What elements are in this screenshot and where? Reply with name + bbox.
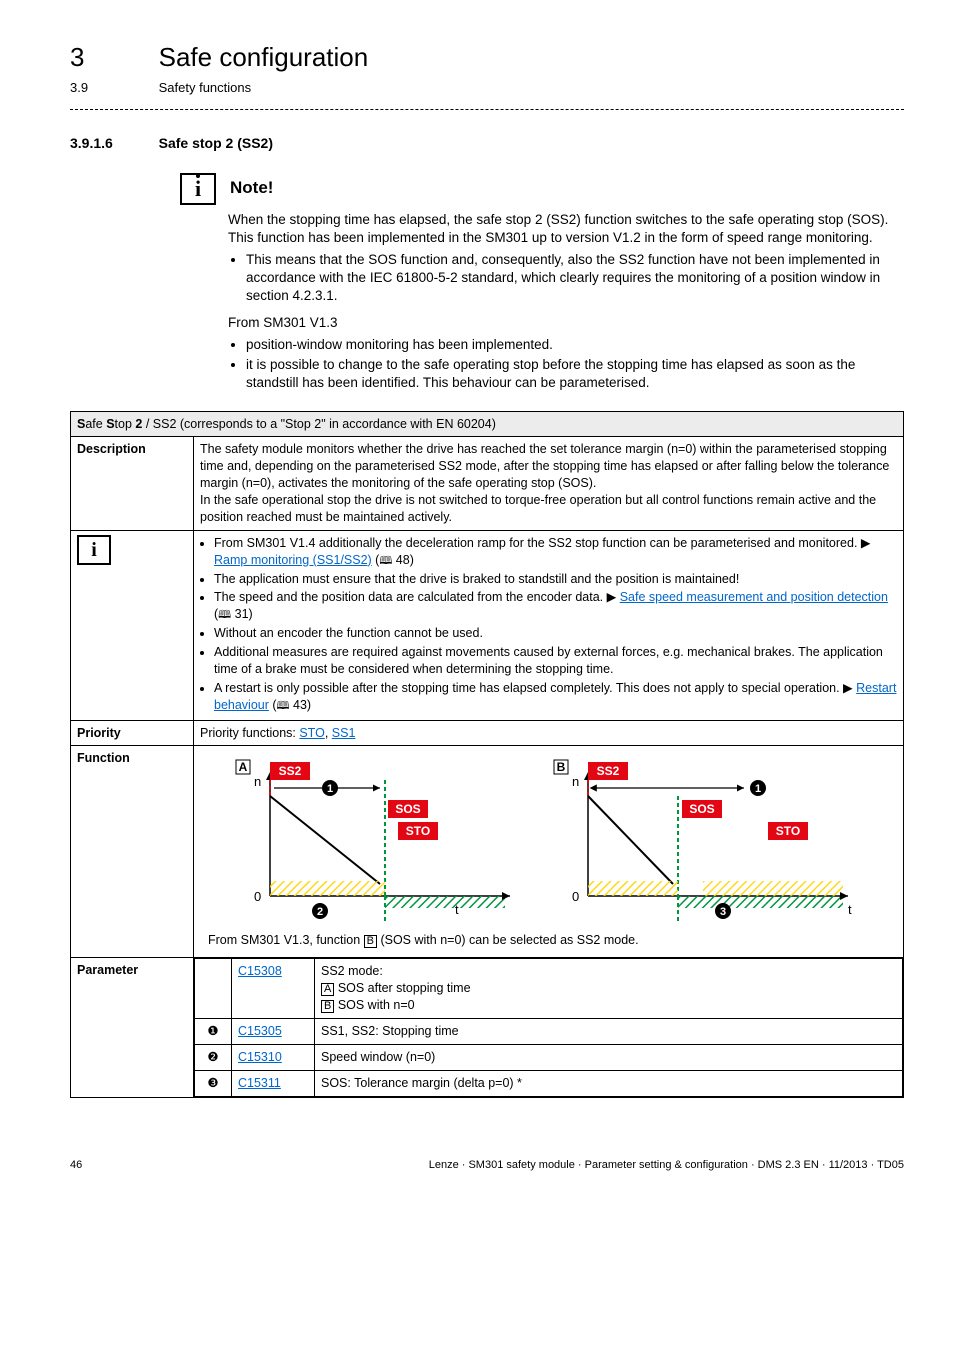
chapter-title: Safe configuration <box>159 42 369 72</box>
param-text: Speed window (n=0) <box>315 1044 903 1070</box>
link-c15305[interactable]: C15305 <box>238 1024 282 1038</box>
svg-text:SOS: SOS <box>689 802 714 816</box>
section-number: 3.9.1.6 <box>70 134 155 153</box>
link-sto[interactable]: STO <box>299 726 324 740</box>
table-row: Function <box>71 746 904 958</box>
diagram-caption: From SM301 V1.3, function B (SOS with n=… <box>208 932 893 949</box>
svg-text:SS2: SS2 <box>596 764 619 778</box>
note-block: i Note! When the stopping time has elaps… <box>180 173 904 393</box>
function-diagrams: A n 0 SS2 <box>204 756 893 926</box>
footer-info: Lenze · SM301 safety module · Parameter … <box>429 1158 904 1173</box>
sub-title: Safety functions <box>159 80 252 95</box>
info-bullet: A restart is only possible after the sto… <box>214 680 897 714</box>
note-bullet: position-window monitoring has been impl… <box>246 336 904 354</box>
svg-text:1: 1 <box>326 783 332 795</box>
svg-text:n: n <box>572 774 579 789</box>
param-text: SS1, SS2: Stopping time <box>315 1018 903 1044</box>
svg-text:3: 3 <box>719 906 725 918</box>
row-label: Description <box>71 437 194 530</box>
svg-text:0: 0 <box>254 889 261 904</box>
info-icon: i <box>180 173 216 205</box>
info-bullet: From SM301 V1.4 additionally the deceler… <box>214 535 897 569</box>
svg-text:SS2: SS2 <box>278 764 301 778</box>
prio-cell: Priority functions: STO, SS1 <box>194 720 904 746</box>
diagram-b: B n 0 SS2 1 <box>548 756 868 926</box>
param-subtable: C15308 SS2 mode: A SOS after stopping ti… <box>194 958 903 1096</box>
param-num: ❷ <box>195 1044 232 1070</box>
diagram-a: A n 0 SS2 <box>230 756 530 926</box>
page-number: 46 <box>70 1158 82 1173</box>
svg-text:2: 2 <box>316 906 322 918</box>
link-c15311[interactable]: C15311 <box>238 1076 281 1090</box>
func-cell: A n 0 SS2 <box>194 746 904 958</box>
chapter-header: 3 Safe configuration <box>70 40 904 75</box>
param-row: C15308 SS2 mode: A SOS after stopping ti… <box>195 959 903 1019</box>
svg-text:SOS: SOS <box>395 802 420 816</box>
book-icon: 🕮 <box>379 555 392 567</box>
param-row: ❸ C15311 SOS: Tolerance margin (delta p=… <box>195 1070 903 1096</box>
note-bullet: it is possible to change to the safe ope… <box>246 356 904 392</box>
note-head: i Note! <box>180 173 904 205</box>
link-ramp-monitoring[interactable]: Ramp monitoring (SS1/SS2) <box>214 553 372 567</box>
link-safe-speed[interactable]: Safe speed measurement and position dete… <box>620 590 888 604</box>
spec-table: Safe Stop 2 / SS2 (corresponds to a "Sto… <box>70 411 904 1098</box>
desc-cell: The safety module monitors whether the d… <box>194 437 904 530</box>
link-c15310[interactable]: C15310 <box>238 1050 282 1064</box>
info-bullet: The speed and the position data are calc… <box>214 589 897 623</box>
chapter-number: 3 <box>70 40 155 75</box>
table-header: Safe Stop 2 / SS2 (corresponds to a "Sto… <box>71 411 904 437</box>
info-bullet: Additional measures are required against… <box>214 644 897 678</box>
book-icon: 🕮 <box>218 609 231 621</box>
note-para: When the stopping time has elapsed, the … <box>228 211 904 247</box>
row-label: Priority <box>71 720 194 746</box>
info-icon: i <box>77 535 111 565</box>
svg-text:n: n <box>254 774 261 789</box>
note-bullet: This means that the SOS function and, co… <box>246 251 904 306</box>
table-row: i From SM301 V1.4 additionally the decel… <box>71 530 904 720</box>
svg-text:STO: STO <box>405 824 429 838</box>
table-row: Priority Priority functions: STO, SS1 <box>71 720 904 746</box>
svg-text:t: t <box>455 902 459 917</box>
param-num: ❶ <box>195 1018 232 1044</box>
svg-text:B: B <box>556 760 565 774</box>
sub-header: 3.9 Safety functions <box>70 79 904 97</box>
book-icon: 🕮 <box>277 700 290 712</box>
separator <box>70 109 904 110</box>
note-title: Note! <box>230 177 273 200</box>
svg-text:1: 1 <box>754 783 760 795</box>
note-body: When the stopping time has elapsed, the … <box>228 211 904 393</box>
svg-text:STO: STO <box>775 824 799 838</box>
param-code-cell: C15308 <box>232 959 315 1019</box>
info-icon-cell: i <box>71 530 194 720</box>
param-text: SOS: Tolerance margin (delta p=0) * <box>315 1070 903 1096</box>
section-title: Safe stop 2 (SS2) <box>159 135 273 151</box>
section-heading: 3.9.1.6 Safe stop 2 (SS2) <box>70 134 904 153</box>
param-row: ❶ C15305 SS1, SS2: Stopping time <box>195 1018 903 1044</box>
svg-text:A: A <box>238 760 247 774</box>
info-bullet: Without an encoder the function cannot b… <box>214 625 897 642</box>
link-ss1[interactable]: SS1 <box>332 726 356 740</box>
note-line: From SM301 V1.3 <box>228 314 904 332</box>
link-c15308[interactable]: C15308 <box>238 964 282 978</box>
boxed-letter-b: B <box>321 1000 334 1013</box>
svg-text:0: 0 <box>572 889 579 904</box>
row-label: Parameter <box>71 958 194 1097</box>
table-row: Description The safety module monitors w… <box>71 437 904 530</box>
sub-number: 3.9 <box>70 79 155 97</box>
param-row: ❷ C15310 Speed window (n=0) <box>195 1044 903 1070</box>
svg-text:t: t <box>848 902 852 917</box>
boxed-letter-b: B <box>364 935 377 948</box>
param-num <box>195 959 232 1019</box>
boxed-letter-a: A <box>321 983 334 996</box>
page-footer: 46 Lenze · SM301 safety module · Paramet… <box>70 1158 904 1173</box>
info-cell: From SM301 V1.4 additionally the deceler… <box>194 530 904 720</box>
info-bullet: The application must ensure that the dri… <box>214 571 897 588</box>
param-text: SS2 mode: A SOS after stopping time B SO… <box>315 959 903 1019</box>
row-label: Function <box>71 746 194 958</box>
table-row: Parameter C15308 SS2 mode: A SOS after s… <box>71 958 904 1097</box>
param-num: ❸ <box>195 1070 232 1096</box>
